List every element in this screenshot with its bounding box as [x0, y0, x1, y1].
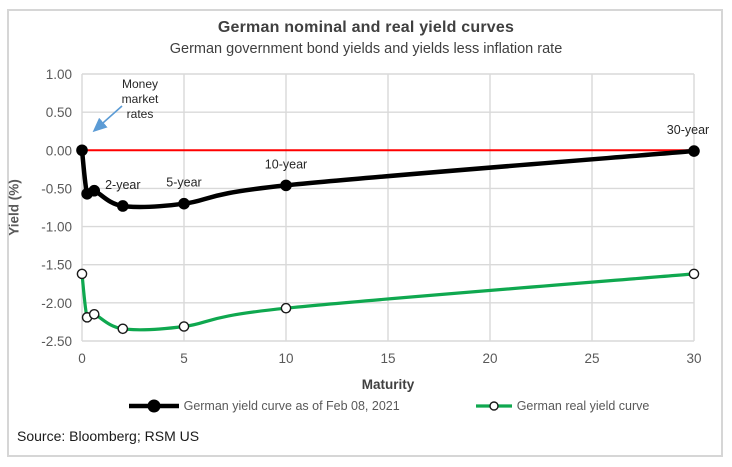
- source-note: Source: Bloomberg; RSM US: [17, 428, 200, 444]
- chart-subtitle: German government bond yields and yields…: [169, 41, 563, 57]
- real-marker: [117, 323, 129, 335]
- y-tick-label: -0.50: [41, 181, 72, 196]
- nominal-marker: [688, 145, 700, 157]
- point-label: 10-year: [265, 157, 307, 171]
- figure-border: [7, 9, 723, 457]
- y-tick-label: -2.00: [41, 296, 72, 311]
- real-marker: [688, 268, 700, 280]
- legend-label-nominal: German yield curve as of Feb 08, 2021: [183, 399, 400, 413]
- real-marker: [76, 268, 88, 280]
- x-tick-label: 0: [78, 351, 86, 366]
- y-tick-label: -1.50: [41, 258, 72, 273]
- x-tick-label: 5: [180, 351, 188, 366]
- real-marker: [88, 308, 100, 320]
- y-tick-label: 0.50: [46, 105, 72, 120]
- x-tick-label: 20: [482, 351, 497, 366]
- nominal-marker: [76, 144, 88, 157]
- point-label: 30-year: [667, 123, 709, 137]
- y-tick-label: 1.00: [46, 67, 72, 82]
- nominal-marker: [280, 179, 292, 192]
- money-market-annotation: Money market rates: [121, 77, 159, 121]
- real-legend-marker-icon: [475, 401, 512, 411]
- point-label: 5-year: [166, 176, 201, 190]
- nominal-marker: [88, 184, 101, 197]
- legend-label-real: German real yield curve: [516, 399, 650, 413]
- nominal-marker: [117, 200, 129, 212]
- legend-item-nominal: German yield curve as of Feb 08, 2021: [127, 398, 400, 414]
- nominal-marker: [178, 197, 190, 210]
- real-marker: [178, 321, 190, 332]
- x-tick-label: 25: [584, 351, 599, 366]
- y-axis-title: Yield (%): [6, 179, 22, 236]
- x-tick-label: 15: [380, 351, 395, 366]
- annotation-arrow: [92, 105, 123, 133]
- chart-title: German nominal and real yield curves: [217, 19, 515, 36]
- x-tick-label: 10: [278, 351, 293, 366]
- legend-item-real: German real yield curve: [474, 398, 650, 414]
- real-marker: [280, 302, 292, 314]
- nominal-legend-marker-icon: [128, 399, 179, 413]
- point-label: 2-year: [105, 178, 140, 192]
- x-tick-label: 30: [686, 351, 701, 366]
- y-tick-label: -2.50: [41, 334, 72, 349]
- x-axis-title: Maturity: [361, 377, 415, 392]
- y-tick-label: 0.00: [46, 143, 72, 158]
- chart-legend: German yield curve as of Feb 08, 2021 Ge…: [82, 396, 694, 416]
- y-tick-label: -1.00: [41, 220, 72, 235]
